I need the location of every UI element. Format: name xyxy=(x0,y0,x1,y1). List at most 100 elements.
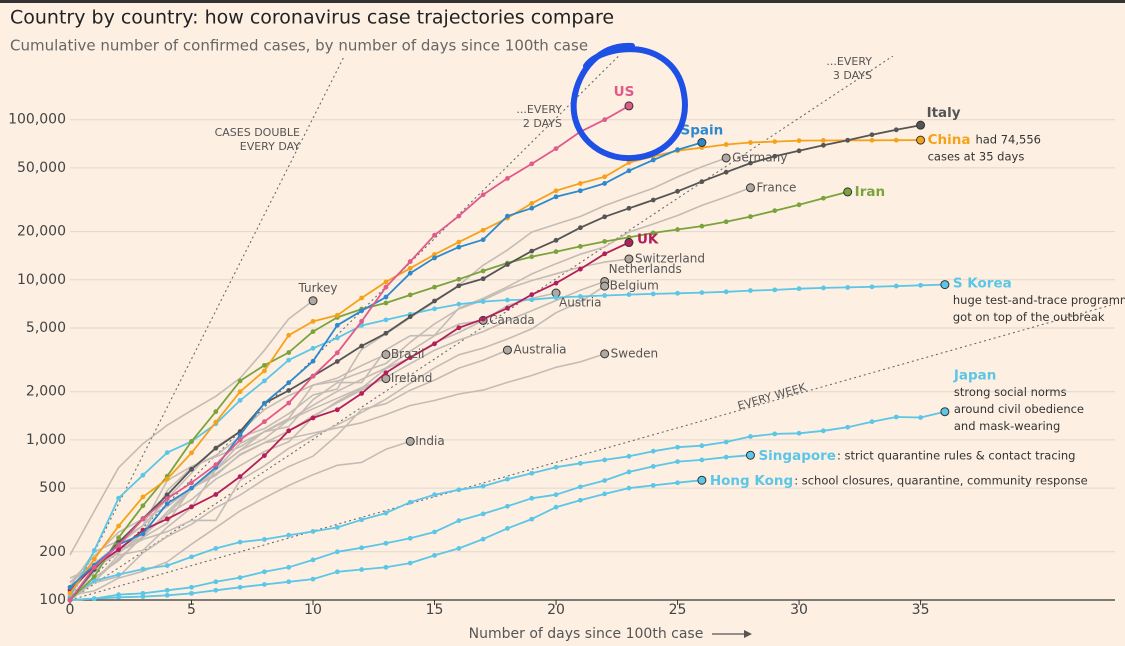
point-marker xyxy=(748,160,753,166)
series-label: Australia xyxy=(513,343,566,357)
point-marker xyxy=(286,357,292,363)
doubling-line xyxy=(70,56,620,600)
end-marker xyxy=(916,135,926,145)
x-tick-label: 10 xyxy=(304,602,322,618)
point-marker xyxy=(359,343,365,349)
point-marker xyxy=(407,292,413,298)
point-marker xyxy=(189,439,194,444)
point-marker xyxy=(407,355,413,360)
point-marker xyxy=(480,511,486,517)
point-marker xyxy=(796,148,802,154)
y-tick-label: 100 xyxy=(39,592,66,608)
point-marker xyxy=(432,298,437,304)
point-marker xyxy=(432,341,437,347)
point-marker xyxy=(334,569,340,575)
series-line xyxy=(69,105,630,601)
series-note: around civil obedience xyxy=(954,402,1084,416)
point-marker xyxy=(286,400,292,406)
point-marker xyxy=(189,590,194,596)
point-marker xyxy=(529,201,535,206)
point-marker xyxy=(456,487,462,493)
point-marker xyxy=(577,181,583,186)
point-marker xyxy=(577,484,583,490)
point-marker xyxy=(505,297,510,303)
x-axis-label: Number of days since 100th case xyxy=(469,626,704,642)
point-marker xyxy=(650,230,656,236)
point-marker xyxy=(602,174,608,180)
end-marker xyxy=(940,280,950,290)
point-marker xyxy=(699,443,705,449)
point-marker xyxy=(262,362,267,368)
point-marker xyxy=(602,491,608,497)
point-marker xyxy=(480,192,486,198)
point-marker xyxy=(407,560,413,566)
point-marker xyxy=(893,414,899,420)
series-note: had 74,556 xyxy=(975,133,1041,147)
point-marker xyxy=(675,227,680,232)
point-marker xyxy=(529,516,535,522)
point-marker xyxy=(286,564,292,570)
point-marker xyxy=(407,314,413,320)
series-label: Brazil xyxy=(391,347,425,361)
point-marker xyxy=(456,276,462,282)
series-label: Hong Kong xyxy=(710,473,793,489)
point-marker xyxy=(334,322,340,328)
y-tick-label: 500 xyxy=(39,480,66,496)
point-marker xyxy=(602,457,608,463)
point-marker xyxy=(67,584,73,590)
point-marker xyxy=(626,168,632,174)
end-marker xyxy=(308,296,318,306)
point-marker xyxy=(456,283,462,289)
x-axis-arrow xyxy=(712,630,752,638)
point-marker xyxy=(480,268,486,274)
point-marker xyxy=(237,584,243,590)
point-marker xyxy=(383,564,389,570)
point-marker xyxy=(820,138,826,143)
point-marker xyxy=(602,117,608,123)
point-marker xyxy=(456,518,462,524)
series-label: Sweden xyxy=(611,346,658,360)
point-marker xyxy=(91,548,97,553)
point-marker xyxy=(432,306,437,312)
series-label: Switzerland xyxy=(635,251,705,265)
point-marker xyxy=(432,529,437,535)
point-marker xyxy=(432,492,437,498)
point-marker xyxy=(456,325,462,331)
point-marker xyxy=(650,157,656,163)
reference-label: ...EVERY xyxy=(826,55,872,68)
point-marker xyxy=(772,431,778,437)
point-marker xyxy=(286,579,292,585)
point-marker xyxy=(213,462,219,468)
point-marker xyxy=(334,407,340,413)
point-marker xyxy=(602,251,608,257)
point-marker xyxy=(796,138,802,144)
point-marker xyxy=(869,132,875,138)
point-marker xyxy=(577,225,583,231)
background-series-line xyxy=(69,187,751,601)
series-label: China xyxy=(928,132,971,148)
point-marker xyxy=(213,579,219,585)
point-marker xyxy=(164,496,170,501)
doubling-line xyxy=(70,56,345,600)
end-marker xyxy=(745,183,755,193)
point-marker xyxy=(918,282,923,288)
point-marker xyxy=(553,492,559,498)
point-marker xyxy=(140,566,146,572)
point-marker xyxy=(164,492,170,498)
series-label: France xyxy=(756,180,796,194)
point-marker xyxy=(116,547,122,553)
series-note: got on top of the outbreak xyxy=(953,310,1105,324)
point-marker xyxy=(650,464,656,469)
end-marker xyxy=(624,238,634,248)
point-marker xyxy=(383,279,389,285)
point-marker xyxy=(553,188,559,194)
point-marker xyxy=(650,448,656,454)
point-marker xyxy=(432,255,437,261)
point-marker xyxy=(164,563,170,569)
point-marker xyxy=(383,284,389,290)
point-marker xyxy=(577,460,583,466)
point-marker xyxy=(553,146,559,151)
series-label: Germany xyxy=(732,150,787,164)
